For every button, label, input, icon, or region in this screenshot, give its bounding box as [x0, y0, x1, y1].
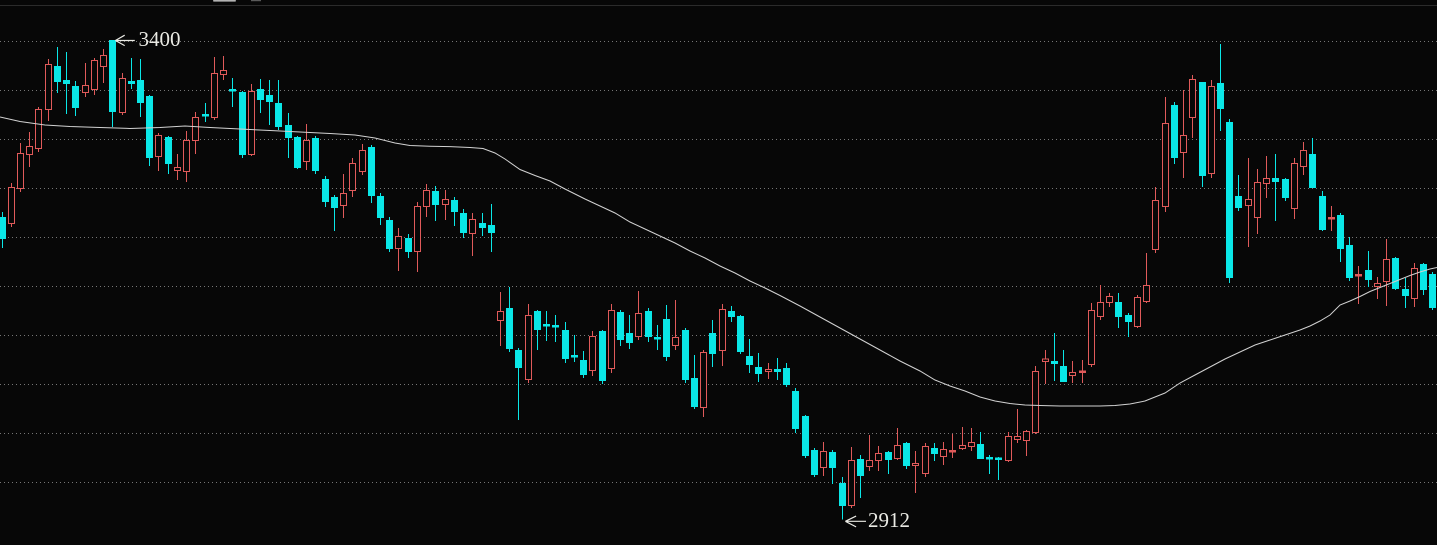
svg-text:3400: 3400	[139, 27, 181, 51]
svg-text:2912: 2912	[868, 508, 910, 532]
